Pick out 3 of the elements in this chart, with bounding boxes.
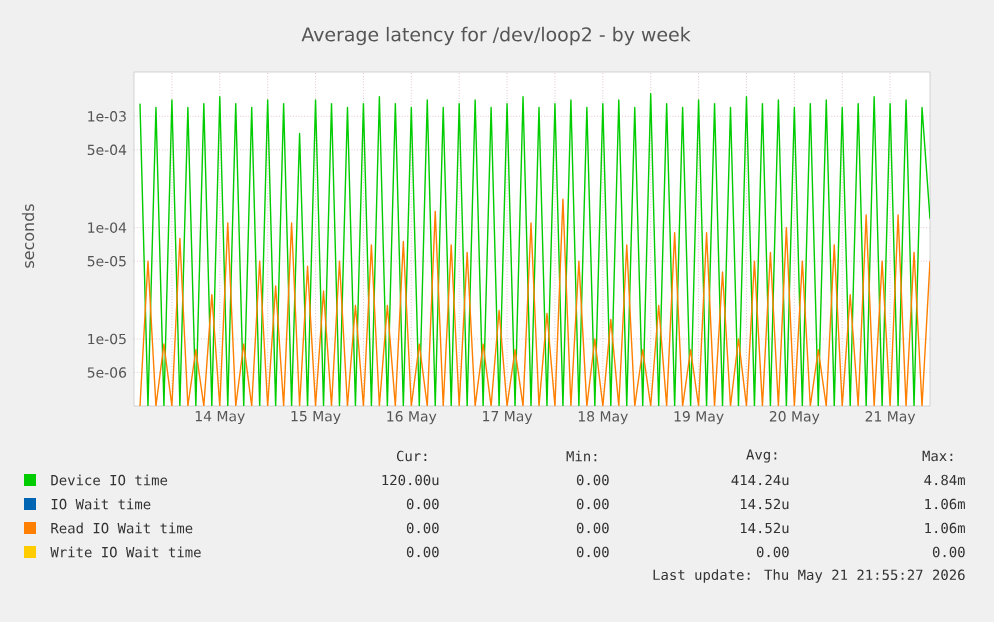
line-series (139, 198, 931, 407)
line-series (139, 92, 931, 407)
chart-title: Average latency for /dev/loop2 - by week (301, 26, 691, 46)
